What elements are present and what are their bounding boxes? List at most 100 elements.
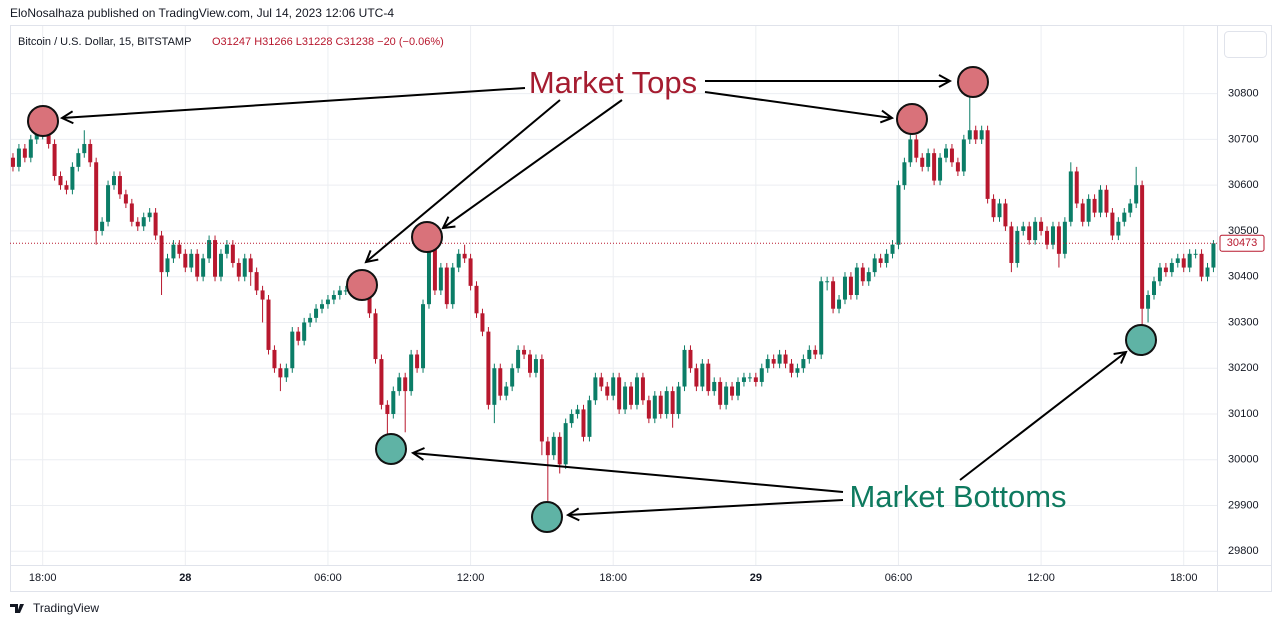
- x-tick-label: 12:00: [457, 572, 485, 584]
- candle-body: [1003, 203, 1008, 227]
- top-marker: [896, 103, 928, 135]
- candle-body: [100, 221, 105, 231]
- candle-body: [581, 409, 586, 437]
- candle-body: [64, 185, 69, 190]
- candle-body: [426, 240, 431, 305]
- candle-body: [213, 240, 218, 277]
- candle-body: [278, 368, 283, 378]
- candle-body: [783, 354, 788, 364]
- candle-body: [171, 244, 176, 259]
- candle-body: [551, 436, 556, 456]
- candle-body: [605, 386, 610, 396]
- candle-body: [961, 139, 966, 172]
- candle-body: [890, 244, 895, 254]
- candle-body: [450, 267, 455, 305]
- candle-body: [1056, 226, 1061, 254]
- candle-body: [236, 262, 241, 277]
- candle-body: [320, 304, 325, 309]
- candle-body: [771, 359, 776, 364]
- candle-body: [700, 363, 705, 387]
- candle-body: [1110, 212, 1115, 236]
- candle-body: [183, 253, 188, 268]
- candle-body: [165, 258, 170, 273]
- candle-body: [1152, 281, 1157, 295]
- candle-body: [1009, 226, 1014, 263]
- candle-body: [741, 377, 746, 382]
- candle-body: [884, 253, 889, 263]
- footer: TradingView: [33, 601, 99, 615]
- candle-body: [367, 285, 372, 314]
- candle-body: [409, 354, 414, 392]
- candle-body: [949, 148, 954, 163]
- candle-body: [1116, 221, 1121, 236]
- candle-body: [88, 143, 93, 163]
- candle-body: [456, 253, 461, 268]
- settings-box[interactable]: [1224, 31, 1267, 58]
- candle-body: [52, 143, 57, 177]
- candle-body: [878, 258, 883, 263]
- candle-body: [569, 413, 574, 424]
- arrow: [704, 91, 892, 118]
- candle-body: [112, 176, 117, 186]
- candle-body: [1050, 226, 1055, 245]
- candle-body: [135, 221, 140, 227]
- candle-body: [872, 258, 877, 273]
- candle-body: [718, 381, 723, 405]
- candle-body: [860, 267, 865, 282]
- candle-body: [533, 359, 538, 373]
- candle-body: [759, 368, 764, 382]
- candle-body: [747, 377, 752, 379]
- candle-body: [1039, 221, 1044, 231]
- arrow: [443, 99, 623, 228]
- candle-body: [1068, 171, 1073, 222]
- x-tick-label: 12:00: [1027, 572, 1055, 584]
- candle-body: [403, 377, 408, 392]
- candle-body: [629, 386, 634, 405]
- y-tick-label: 30600: [1228, 179, 1259, 191]
- candle-body: [557, 436, 562, 465]
- candle-body: [944, 148, 949, 158]
- candle-body: [753, 377, 758, 382]
- symbol: Bitcoin / U.S. Dollar, 15, BITSTAMP: [18, 36, 191, 48]
- candle-body: [658, 395, 663, 414]
- candle-body: [260, 290, 265, 300]
- candle-body: [848, 276, 853, 295]
- y-tick-label: 30500: [1228, 225, 1259, 237]
- candle-body: [391, 391, 396, 414]
- y-tick-label: 30700: [1228, 133, 1259, 145]
- candle-body: [545, 441, 550, 456]
- candle-body: [1086, 198, 1091, 222]
- arrow: [568, 499, 844, 515]
- candle-body: [694, 368, 699, 387]
- candle-body: [218, 253, 223, 277]
- candle-body: [70, 166, 75, 190]
- y-tick-label: 30200: [1228, 362, 1259, 374]
- candle-body: [248, 258, 253, 273]
- candle-body: [480, 313, 485, 332]
- candle-body: [331, 295, 336, 300]
- candle-body: [224, 244, 229, 254]
- candle-body: [611, 377, 616, 396]
- y-tick-label: 30800: [1228, 88, 1259, 100]
- candle-body: [997, 203, 1002, 218]
- candle-body: [308, 317, 313, 323]
- candle-body: [777, 354, 782, 364]
- candle-body: [682, 349, 687, 387]
- candle-body: [1169, 262, 1174, 273]
- candle-body: [1134, 185, 1139, 204]
- candle-body: [272, 349, 277, 369]
- candle-body: [397, 377, 402, 392]
- candle-body: [967, 130, 972, 140]
- candle-body: [1163, 267, 1168, 273]
- candle-body: [991, 198, 996, 218]
- candle-body: [296, 331, 301, 341]
- candle-body: [22, 148, 27, 158]
- candle-body: [415, 354, 420, 369]
- x-tick-label: 18:00: [1170, 572, 1198, 584]
- candle-body: [1187, 253, 1192, 268]
- candle-body: [76, 153, 81, 167]
- candle-body: [201, 258, 206, 277]
- candle-body: [825, 281, 830, 283]
- ohlc: O31247 H31266 L31228 C31238 −20 (−0.06%): [212, 36, 444, 48]
- candle-body: [147, 212, 152, 218]
